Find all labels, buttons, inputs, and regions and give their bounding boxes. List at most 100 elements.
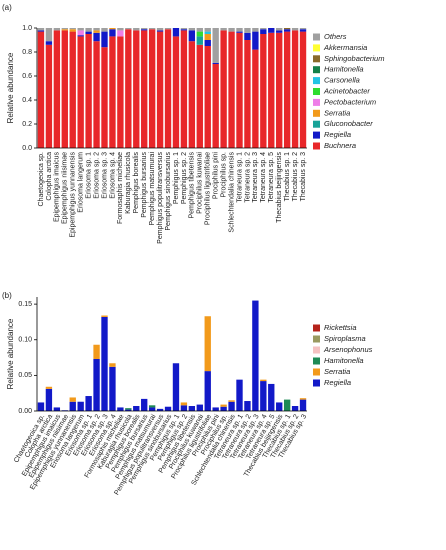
bar-segment xyxy=(276,28,283,31)
bar-segment xyxy=(133,28,140,31)
bar-segment xyxy=(85,34,92,148)
x-tick-label: Formosaphis micheliae xyxy=(117,152,124,224)
bar-segment xyxy=(260,381,267,411)
bar-segment xyxy=(252,300,259,411)
bar-segment xyxy=(164,29,172,149)
bar-segment xyxy=(244,32,251,40)
legend-swatch xyxy=(313,66,320,74)
bar-segment xyxy=(220,30,227,148)
legend-swatch xyxy=(313,33,320,41)
bar-segment xyxy=(252,49,259,148)
bar-segment xyxy=(109,36,116,148)
legend-swatch xyxy=(313,44,320,52)
y-tick-label: 0.00 xyxy=(18,408,32,415)
bar-segment xyxy=(109,29,116,37)
y-tick-label: 0.0 xyxy=(22,145,32,152)
bar-segment xyxy=(188,41,196,149)
x-tick-label: Eriosoma sp. 4 xyxy=(109,152,116,199)
bar-segment xyxy=(69,31,76,149)
bar-segment xyxy=(93,344,100,359)
bar-segment xyxy=(228,28,235,32)
bar-segment xyxy=(117,407,124,411)
bar-segment xyxy=(299,398,307,400)
bar-segment xyxy=(283,28,291,30)
legend-swatch xyxy=(313,109,320,117)
bar-segment xyxy=(188,406,196,411)
legend-label: Hamitonella xyxy=(324,65,364,74)
bar-segment xyxy=(220,404,227,407)
bar-segment xyxy=(101,47,108,149)
bar-segment xyxy=(283,29,291,32)
bar-segment xyxy=(228,400,235,402)
y-tick-label: 0.05 xyxy=(18,372,32,379)
legend-label: Carsonella xyxy=(324,76,360,85)
bar-segment xyxy=(268,28,275,33)
y-tick-label: 0.6 xyxy=(22,73,32,80)
legend-swatch xyxy=(313,55,320,63)
bar-segment xyxy=(196,44,203,148)
bar-segment xyxy=(244,40,251,148)
x-tick-label: Schlechtendalia chinensis xyxy=(228,152,235,233)
bar-segment xyxy=(101,28,108,32)
bar-segment xyxy=(61,30,68,148)
legend-swatch xyxy=(313,131,320,139)
x-tick-label: Eriosoma sp. 1 xyxy=(85,152,92,199)
bar-segment xyxy=(156,28,164,31)
legend-swatch xyxy=(313,88,320,95)
x-tick-label: Eriosoma sp. 2 xyxy=(93,152,100,199)
bar-segment xyxy=(283,31,291,149)
bar-segment xyxy=(196,36,203,45)
bar-segment xyxy=(125,409,132,411)
bar-segment xyxy=(37,28,45,31)
bar-segment xyxy=(77,36,84,148)
bar-segment xyxy=(252,31,259,50)
bar-segment xyxy=(204,46,211,148)
y-tick-label: 0.15 xyxy=(18,301,32,308)
legend-label: Others xyxy=(324,32,347,41)
bar-segment xyxy=(141,28,148,30)
bar-segment xyxy=(77,401,84,411)
x-tick-label: Colopha arctica xyxy=(46,152,53,201)
bar-segment xyxy=(204,34,211,40)
bar-segment xyxy=(252,28,259,32)
bar-segment xyxy=(93,30,100,33)
x-tick-label: Pemphigus borealis xyxy=(133,152,140,214)
legend-label: Rickettsia xyxy=(324,323,357,332)
x-tick-label: Epipemphigus imaicus xyxy=(54,152,61,223)
bar-segment xyxy=(212,62,219,64)
bar-segment xyxy=(69,28,76,30)
legend-swatch xyxy=(313,357,320,365)
legend-swatch xyxy=(313,346,320,354)
legend-label: Acinetobacter xyxy=(323,86,370,95)
bar-segment xyxy=(141,30,148,148)
bar-segment xyxy=(93,32,100,42)
bar-segment xyxy=(85,396,92,411)
bar-segment xyxy=(53,28,61,31)
bar-segment xyxy=(276,30,283,33)
bar-segment xyxy=(125,29,132,149)
bar-segment xyxy=(172,36,180,148)
bar-segment xyxy=(188,30,196,42)
bar-segment xyxy=(196,31,203,37)
bar-segment xyxy=(172,28,180,37)
bar-segment xyxy=(148,405,156,408)
bar-segment xyxy=(260,28,267,30)
legend-swatch xyxy=(313,324,320,332)
x-tick-label: Pemphigus matsumurai xyxy=(149,152,156,226)
bar-segment xyxy=(291,406,299,411)
legend-swatch xyxy=(313,379,320,387)
bar-segment xyxy=(180,405,188,411)
y-tick-label: 0.4 xyxy=(22,97,32,104)
bar-segment xyxy=(299,31,307,149)
bar-segment xyxy=(45,41,53,45)
legend-swatch xyxy=(313,120,320,128)
x-tick-label: Epipemphigus niisimae xyxy=(62,152,69,224)
bar-segment xyxy=(61,28,68,30)
y-tick-label: 1.0 xyxy=(22,25,32,32)
bar-segment xyxy=(268,32,275,148)
bar-segment xyxy=(45,386,53,389)
bar-segment xyxy=(133,406,140,411)
bar-segment xyxy=(299,399,307,411)
bar-segment xyxy=(220,28,227,31)
legend-label: Buchnera xyxy=(324,141,356,150)
